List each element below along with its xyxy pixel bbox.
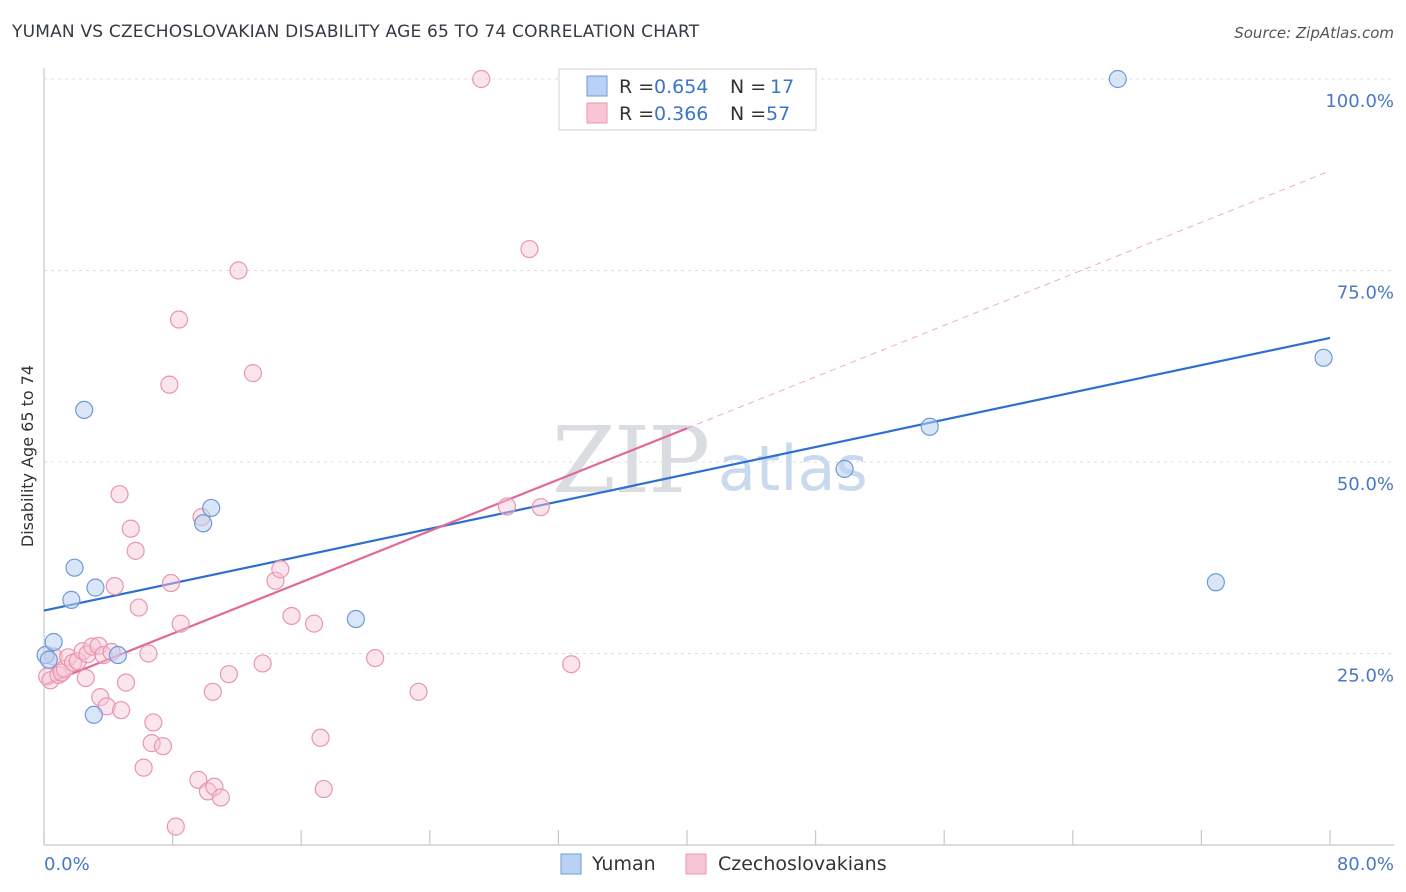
legend-bottom-swatch-czech xyxy=(685,853,707,875)
y-tick-labels: 25.0% 50.0% 75.0% 100.0% xyxy=(1325,91,1394,687)
watermark: ZIP atlas xyxy=(552,407,868,514)
point-yuman-16 xyxy=(39,650,58,669)
legend-swatch-czech xyxy=(586,102,608,124)
point-czech-57 xyxy=(562,655,581,674)
legend-bottom-label-czech: Czechoslovakians xyxy=(718,853,887,875)
point-czech-39 xyxy=(205,777,224,796)
point-czech-33 xyxy=(169,310,189,329)
point-yuman-5 xyxy=(84,705,103,724)
y-tick-label-75: 75.0% xyxy=(1337,283,1394,304)
point-czech-24 xyxy=(129,598,148,617)
point-czech-49 xyxy=(311,728,330,747)
point-czech-56 xyxy=(531,498,550,517)
y-tick-label-25: 25.0% xyxy=(1337,666,1394,687)
point-czech-18 xyxy=(105,576,124,596)
trend-line-czech xyxy=(43,427,688,686)
legend-bottom-swatch-yuman xyxy=(560,853,582,875)
y-axis-label: Disability Age 65 to 74 xyxy=(18,365,37,547)
legend-bottom: Yuman Czechoslovakians xyxy=(560,853,887,875)
watermark-zip: ZIP xyxy=(552,407,708,514)
y-tick-label-100: 100.0% xyxy=(1325,91,1394,112)
point-czech-44 xyxy=(253,654,272,673)
point-czech-21 xyxy=(116,673,136,692)
legend-r-value-czech: 0.366 xyxy=(654,103,708,125)
point-czech-52 xyxy=(409,682,428,701)
point-czech-45 xyxy=(266,571,285,590)
point-czech-32 xyxy=(166,817,185,836)
point-czech-43 xyxy=(243,364,263,383)
legend-swatch-yuman xyxy=(586,75,608,97)
point-czech-53 xyxy=(472,69,491,89)
point-czech-38 xyxy=(203,682,222,701)
point-yuman-11 xyxy=(835,459,854,478)
point-czech-29 xyxy=(153,737,173,756)
data-points xyxy=(36,69,1333,836)
point-czech-25 xyxy=(134,758,153,777)
point-czech-16 xyxy=(97,697,116,716)
point-yuman-8 xyxy=(194,514,213,533)
legend-n-value-yuman: 17 xyxy=(770,76,794,98)
trend-lines xyxy=(43,170,1331,686)
legend-r-value-yuman: 0.654 xyxy=(654,76,708,98)
point-yuman-3 xyxy=(65,558,84,577)
point-yuman-7 xyxy=(108,645,128,665)
trend-line-yuman xyxy=(43,336,1331,612)
point-czech-26 xyxy=(139,644,158,663)
point-czech-31 xyxy=(161,573,181,593)
legend-top: R = 0.654 N = 17 R = 0.366 N = 57 xyxy=(558,68,817,131)
point-czech-42 xyxy=(229,261,248,280)
point-yuman-2 xyxy=(62,590,81,609)
point-czech-30 xyxy=(160,375,179,394)
x-tick-label-min: 0.0% xyxy=(44,854,90,875)
point-czech-50 xyxy=(314,779,333,799)
point-yuman-6 xyxy=(86,578,105,597)
legend-n-label-yuman: N = xyxy=(730,76,766,98)
legend-r-label-yuman: R = xyxy=(619,76,654,98)
point-yuman-14 xyxy=(1206,573,1225,592)
point-czech-8 xyxy=(68,652,87,671)
source-credit: Source: ZipAtlas.com xyxy=(1234,24,1394,42)
point-yuman-9 xyxy=(202,498,221,518)
chart-title: YUMAN VS CZECHOSLOVAKIAN DISABILITY AGE … xyxy=(12,22,700,42)
point-czech-54 xyxy=(497,497,517,516)
point-czech-22 xyxy=(121,519,140,538)
point-czech-41 xyxy=(219,665,238,684)
point-czech-23 xyxy=(126,541,145,560)
point-czech-27 xyxy=(142,734,161,753)
axes xyxy=(43,68,1394,846)
x-tick-marks xyxy=(43,830,1331,845)
point-czech-14 xyxy=(91,688,110,707)
point-czech-55 xyxy=(520,239,539,259)
trend-line-czech-extension xyxy=(686,170,1331,429)
point-czech-34 xyxy=(171,614,190,633)
point-czech-9 xyxy=(73,642,92,661)
point-czech-48 xyxy=(304,614,324,633)
point-czech-51 xyxy=(366,648,385,668)
legend-bottom-label-yuman: Yuman xyxy=(591,853,656,875)
point-czech-10 xyxy=(76,668,95,688)
point-czech-28 xyxy=(144,713,163,732)
point-czech-20 xyxy=(112,701,131,720)
legend-n-label-czech: N = xyxy=(730,103,766,125)
point-yuman-13 xyxy=(1108,69,1127,89)
point-czech-19 xyxy=(110,485,129,504)
point-yuman-10 xyxy=(346,609,365,629)
point-czech-46 xyxy=(271,560,290,579)
y-tick-label-50: 50.0% xyxy=(1337,474,1394,495)
x-tick-label-max: 80.0% xyxy=(1337,854,1394,875)
point-yuman-1 xyxy=(44,632,63,652)
point-yuman-4 xyxy=(75,400,94,420)
point-yuman-12 xyxy=(920,417,939,436)
legend-n-value-czech: 57 xyxy=(766,103,790,125)
legend-r-label-czech: R = xyxy=(619,103,654,125)
point-czech-47 xyxy=(282,606,301,626)
point-yuman-15 xyxy=(1314,348,1333,367)
point-czech-40 xyxy=(211,788,230,807)
